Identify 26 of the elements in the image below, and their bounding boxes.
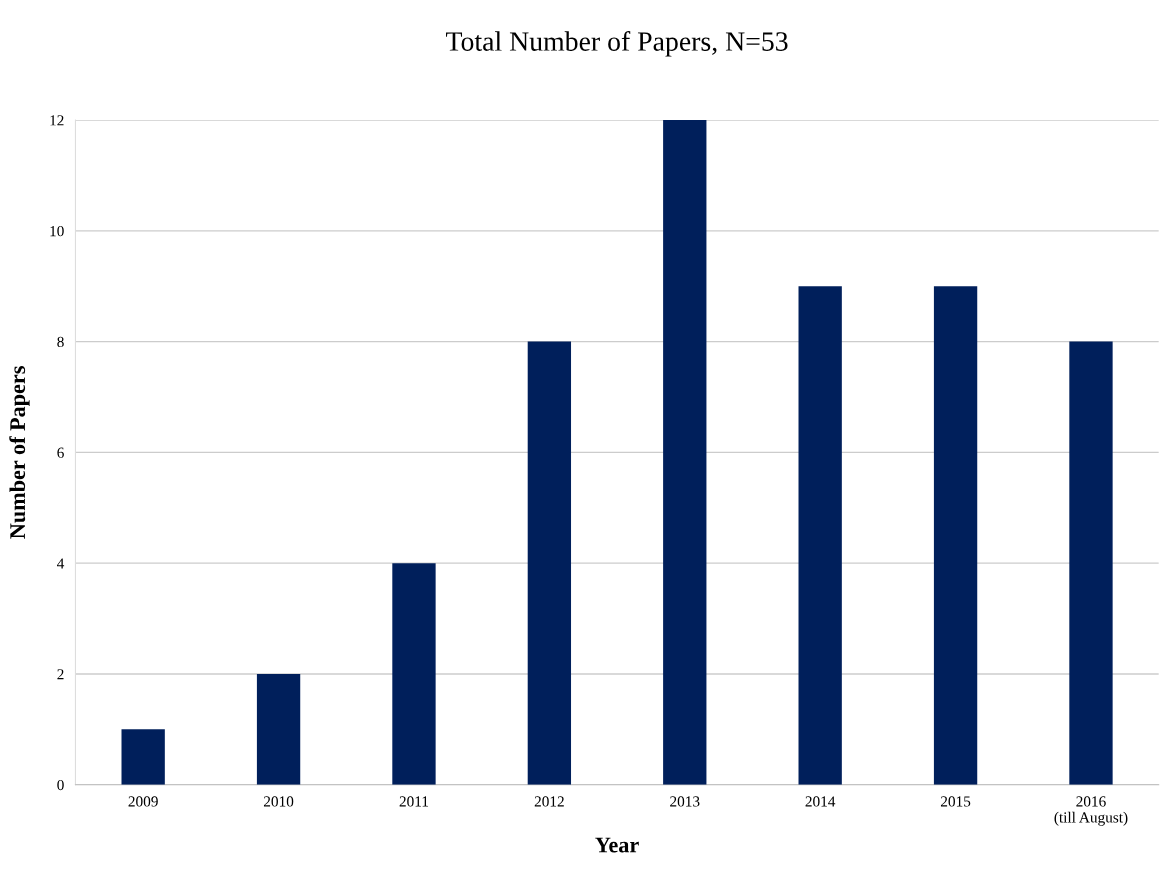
x-tick-label: 2016 (till August) bbox=[1054, 796, 1128, 826]
bar bbox=[663, 120, 707, 785]
chart-title: Total Number of Papers, N=53 bbox=[446, 31, 788, 57]
y-tick-label: 12 bbox=[50, 115, 64, 126]
bar bbox=[798, 286, 842, 785]
y-tick-label: 8 bbox=[57, 336, 64, 348]
bar bbox=[392, 563, 436, 785]
y-tick-label: 6 bbox=[57, 447, 64, 458]
bar bbox=[527, 341, 572, 785]
x-tick-label: 2012 bbox=[534, 796, 564, 807]
y-tick-label: 0 bbox=[57, 779, 64, 791]
y-axis-title: Number of Papers bbox=[9, 366, 30, 539]
x-tick-label: 2011 bbox=[399, 796, 429, 807]
x-tick-label: 2009 bbox=[128, 796, 158, 807]
bar bbox=[1069, 341, 1113, 785]
y-tick-label: 4 bbox=[57, 558, 65, 569]
x-axis-title: Year bbox=[595, 837, 639, 853]
bar bbox=[933, 286, 978, 785]
bar bbox=[256, 673, 301, 785]
bar bbox=[121, 729, 165, 785]
x-tick-label: 2015 bbox=[940, 796, 971, 807]
x-tick-label: 2013 bbox=[670, 796, 700, 807]
y-tick-label: 10 bbox=[50, 225, 64, 237]
x-tick-label: 2010 bbox=[263, 796, 294, 807]
x-tick-label: 2014 bbox=[805, 796, 836, 807]
y-tick-label: 2 bbox=[57, 669, 64, 680]
